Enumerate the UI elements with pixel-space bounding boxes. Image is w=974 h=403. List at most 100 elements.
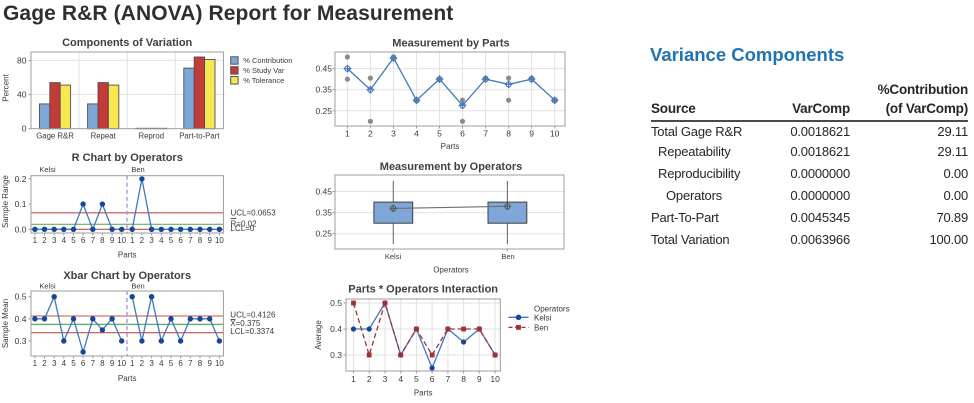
svg-text:7: 7 — [91, 359, 96, 368]
svg-text:1: 1 — [33, 359, 38, 368]
svg-text:Xbar Chart by Operators: Xbar Chart by Operators — [63, 270, 191, 282]
svg-text:UCL=0.0653: UCL=0.0653 — [231, 208, 277, 217]
svg-text:3: 3 — [149, 236, 154, 245]
svg-text:4: 4 — [62, 359, 67, 368]
svg-text:0.3: 0.3 — [330, 350, 342, 360]
svg-text:0.25: 0.25 — [315, 106, 332, 116]
svg-text:% Tolerance: % Tolerance — [243, 76, 284, 85]
svg-text:0.25: 0.25 — [315, 229, 332, 239]
svg-text:4: 4 — [159, 359, 164, 368]
svg-text:4: 4 — [414, 128, 419, 138]
svg-text:1: 1 — [351, 374, 356, 384]
svg-text:Gage R&R: Gage R&R — [36, 132, 74, 141]
svg-text:Part-to-Part: Part-to-Part — [179, 132, 220, 141]
svg-text:0.0: 0.0 — [15, 224, 27, 234]
svg-text:2: 2 — [140, 359, 145, 368]
svg-text:6: 6 — [430, 374, 435, 384]
svg-text:6: 6 — [178, 359, 183, 368]
svg-text:3: 3 — [383, 374, 388, 384]
svg-text:10: 10 — [215, 359, 224, 368]
svg-text:X=0.375: X=0.375 — [230, 319, 261, 328]
svg-text:Measurement by Parts: Measurement by Parts — [392, 38, 509, 50]
svg-text:3: 3 — [149, 359, 154, 368]
svg-text:Kelsi: Kelsi — [534, 313, 552, 322]
svg-text:5: 5 — [169, 359, 174, 368]
svg-text:8: 8 — [100, 236, 105, 245]
svg-text:% Study Var: % Study Var — [243, 66, 285, 75]
svg-text:10: 10 — [550, 128, 560, 138]
svg-text:9: 9 — [477, 374, 482, 384]
svg-text:0.3: 0.3 — [15, 336, 27, 346]
svg-text:R=0.02: R=0.02 — [231, 219, 258, 228]
svg-text:Kelsi: Kelsi — [39, 165, 56, 174]
svg-text:Parts: Parts — [118, 250, 137, 259]
svg-text:0.45: 0.45 — [315, 187, 332, 197]
svg-text:Measurement by Operators: Measurement by Operators — [380, 161, 522, 173]
svg-text:10: 10 — [490, 374, 500, 384]
svg-text:Sample Range: Sample Range — [1, 175, 10, 228]
svg-text:9: 9 — [110, 359, 115, 368]
svg-text:2: 2 — [42, 359, 47, 368]
svg-text:6: 6 — [460, 128, 465, 138]
svg-text:2: 2 — [42, 236, 47, 245]
svg-text:Components of Variation: Components of Variation — [62, 37, 192, 49]
svg-text:4: 4 — [159, 236, 164, 245]
svg-text:2: 2 — [140, 236, 145, 245]
svg-text:UCL=0.4126: UCL=0.4126 — [230, 311, 276, 320]
svg-text:Ben: Ben — [131, 282, 144, 291]
svg-text:Parts: Parts — [118, 374, 137, 383]
svg-text:10: 10 — [117, 359, 126, 368]
svg-text:Ben: Ben — [131, 165, 144, 174]
svg-text:LCL=0: LCL=0 — [231, 224, 255, 233]
svg-text:8: 8 — [198, 236, 203, 245]
svg-text:8: 8 — [461, 374, 466, 384]
svg-text:4: 4 — [62, 236, 67, 245]
svg-text:5: 5 — [169, 236, 174, 245]
svg-text:9: 9 — [529, 128, 534, 138]
svg-text:9: 9 — [110, 236, 115, 245]
svg-text:6: 6 — [178, 236, 183, 245]
svg-text:7: 7 — [91, 236, 96, 245]
svg-text:40: 40 — [17, 90, 27, 100]
svg-text:0.2: 0.2 — [15, 174, 27, 184]
svg-text:2: 2 — [367, 374, 372, 384]
svg-text:5: 5 — [71, 359, 76, 368]
svg-text:80: 80 — [17, 55, 27, 65]
svg-text:9: 9 — [207, 359, 212, 368]
svg-text:10: 10 — [215, 236, 224, 245]
svg-text:7: 7 — [446, 374, 451, 384]
svg-text:0: 0 — [22, 124, 27, 134]
svg-text:LCL=0.3374: LCL=0.3374 — [230, 327, 274, 336]
svg-text:9: 9 — [207, 236, 212, 245]
svg-text:4: 4 — [398, 374, 403, 384]
svg-text:1: 1 — [130, 359, 135, 368]
svg-text:0.4: 0.4 — [15, 314, 27, 324]
svg-text:0.4: 0.4 — [330, 324, 342, 334]
svg-text:0.1: 0.1 — [15, 199, 27, 209]
svg-text:5: 5 — [414, 374, 419, 384]
svg-text:R Chart by Operators: R Chart by Operators — [72, 152, 183, 164]
svg-text:6: 6 — [81, 359, 86, 368]
svg-text:Parts * Operators Interaction: Parts * Operators Interaction — [348, 284, 498, 296]
svg-text:Average: Average — [314, 320, 323, 350]
svg-text:5: 5 — [71, 236, 76, 245]
svg-text:Sample Mean: Sample Mean — [1, 299, 10, 348]
svg-text:Ben: Ben — [534, 323, 548, 332]
svg-text:Operators: Operators — [433, 265, 469, 274]
svg-text:8: 8 — [198, 359, 203, 368]
svg-text:0.5: 0.5 — [15, 292, 27, 302]
svg-text:Kelsi: Kelsi — [385, 252, 402, 261]
svg-text:Parts: Parts — [441, 142, 460, 151]
svg-text:3: 3 — [52, 236, 57, 245]
svg-text:1: 1 — [33, 236, 38, 245]
svg-text:0.35: 0.35 — [315, 85, 332, 95]
svg-text:5: 5 — [437, 128, 442, 138]
svg-text:Reprod: Reprod — [138, 132, 164, 141]
svg-text:Percent: Percent — [2, 73, 11, 101]
svg-text:10: 10 — [117, 236, 126, 245]
svg-text:8: 8 — [100, 359, 105, 368]
svg-text:7: 7 — [188, 236, 193, 245]
svg-text:3: 3 — [52, 359, 57, 368]
svg-text:Operators: Operators — [534, 304, 570, 313]
svg-text:7: 7 — [188, 359, 193, 368]
